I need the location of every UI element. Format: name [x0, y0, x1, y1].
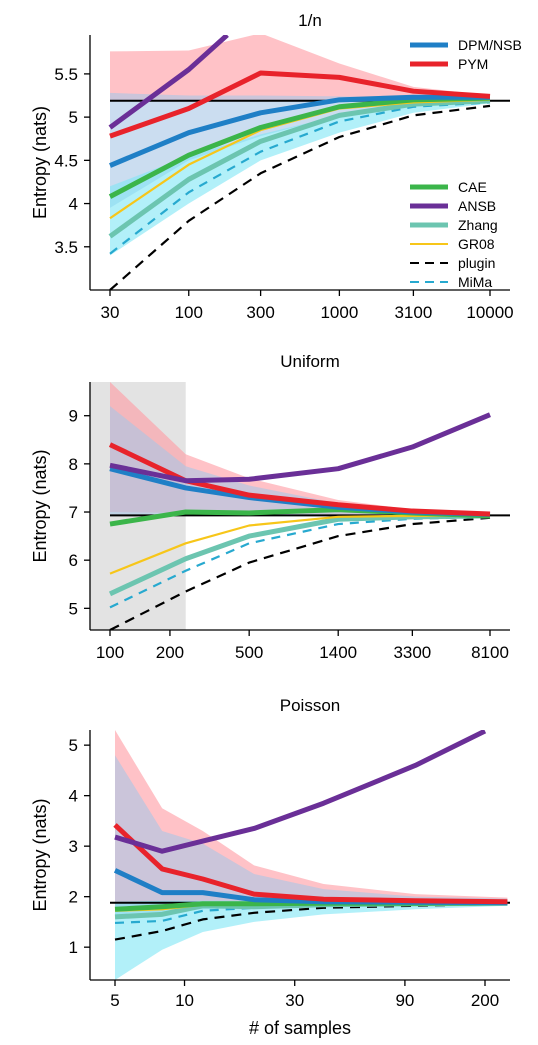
x-tick-label: 8100 — [471, 643, 509, 662]
x-tick-label: 100 — [96, 643, 124, 662]
legend-label: GR08 — [458, 236, 495, 252]
y-tick-label: 4 — [69, 195, 78, 214]
x-tick-label: 3100 — [394, 303, 432, 322]
series-line-dpm-nsb — [109, 94, 490, 168]
y-axis-label: Entropy (nats) — [30, 798, 50, 911]
x-tick-label: 200 — [471, 991, 499, 1010]
series-line-pym — [113, 823, 508, 905]
y-axis-label: Entropy (nats) — [30, 106, 50, 219]
x-tick-label: 300 — [246, 303, 274, 322]
series-line-plugin — [109, 104, 491, 290]
y-tick-label: 4.5 — [54, 151, 78, 170]
x-tick-label: 30 — [101, 303, 120, 322]
legend: DPM/NSB PYM CAE ANSB Zhang GR08 plugin MiMa — [410, 37, 522, 290]
x-tick-label: 5 — [110, 991, 119, 1010]
panel-title: 1/n — [298, 11, 322, 30]
x-tick-label: 1000 — [320, 303, 358, 322]
legend-label: CAE — [458, 179, 487, 195]
series-line-plugin — [109, 516, 491, 630]
panel-1: 3.5 4 4.5 5 5.5 30 100 300 1000 3100 10000 1/n Entro… — [30, 11, 522, 322]
y-tick-label: 5 — [69, 599, 78, 618]
series-line-mima — [109, 515, 491, 609]
x-tick-label: 3300 — [393, 643, 431, 662]
y-tick-label: 2 — [69, 888, 78, 907]
series-line-pym — [108, 442, 491, 517]
panel-2: 5 6 7 8 9 100 200 500 1400 3300 8100 Uniform Entropy… — [30, 352, 510, 662]
y-tick-label: 5.5 — [54, 65, 78, 84]
plot-area — [110, 730, 510, 980]
y-tick-label: 3.5 — [54, 238, 78, 257]
x-tick-label: 90 — [395, 991, 414, 1010]
y-tick-label: 6 — [69, 551, 78, 570]
x-tick-label: 200 — [156, 643, 184, 662]
band-dpm-nsb — [110, 92, 490, 208]
y-tick-label: 7 — [69, 503, 78, 522]
y-tick-label: 5 — [69, 108, 78, 127]
x-tick-label: 30 — [285, 991, 304, 1010]
legend-label: DPM/NSB — [458, 37, 522, 53]
panel-title: Uniform — [280, 352, 340, 371]
band-zhang — [115, 900, 508, 980]
x-tick-label: 10000 — [466, 303, 513, 322]
y-tick-label: 9 — [69, 407, 78, 426]
y-tick-label: 1 — [69, 938, 78, 957]
series-line-plugin — [114, 902, 508, 941]
legend-label: ANSB — [458, 198, 496, 214]
y-tick-label: 8 — [69, 455, 78, 474]
legend-label: PYM — [458, 56, 488, 72]
panel-3: 1 2 3 4 5 5 10 30 90 200 Poisson Entropy (nats) — [30, 696, 510, 1010]
series-line-ansb — [108, 35, 229, 130]
y-tick-label: 5 — [69, 736, 78, 755]
band-dpm-nsb — [115, 755, 508, 917]
x-tick-label: 10 — [175, 991, 194, 1010]
y-tick-label: 4 — [69, 787, 78, 806]
x-tick-label: 1400 — [319, 643, 357, 662]
series-line-zhang — [108, 98, 491, 239]
x-tick-label: 500 — [235, 643, 263, 662]
legend-label: plugin — [458, 255, 495, 271]
x-axis-label: # of samples — [249, 1018, 351, 1038]
series-line-pym — [109, 70, 491, 139]
series-line-ansb — [109, 412, 491, 484]
y-axis-label: Entropy (nats) — [30, 449, 50, 562]
x-tick-label: 100 — [175, 303, 203, 322]
legend-label: Zhang — [458, 217, 498, 233]
series-line-ansb — [114, 730, 487, 854]
plot-area — [108, 35, 510, 290]
legend-label: MiMa — [458, 274, 492, 290]
panel-title: Poisson — [280, 696, 340, 715]
plot-area — [108, 382, 510, 630]
y-tick-label: 3 — [69, 837, 78, 856]
